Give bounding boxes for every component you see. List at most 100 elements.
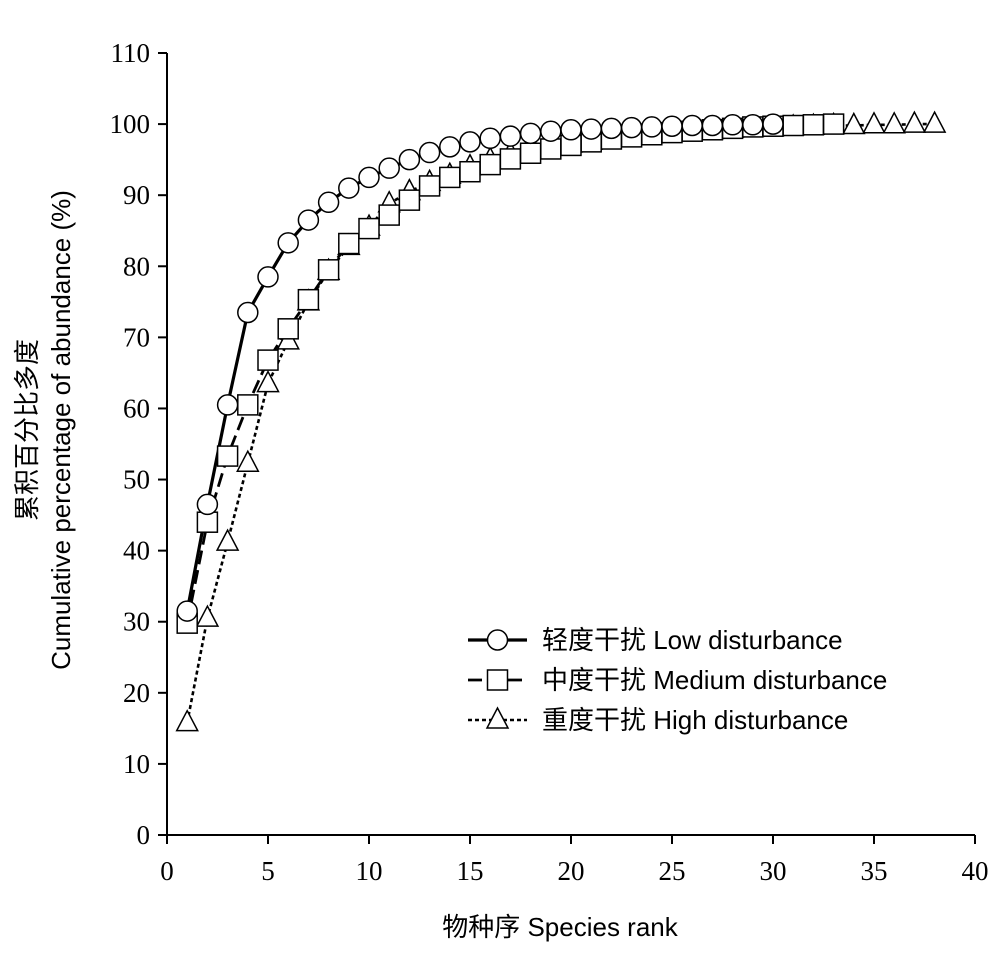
legend-label: 轻度干扰 Low disturbance: [542, 625, 843, 655]
x-tick-label: 0: [160, 856, 174, 886]
x-tick-label: 30: [760, 856, 787, 886]
data-point-low: [297, 209, 320, 231]
data-point-low: [600, 117, 623, 140]
legend-label: 重度干扰 High disturbance: [542, 705, 848, 735]
y-tick-label: 20: [123, 678, 150, 708]
data-point-low: [196, 493, 219, 516]
y-tick-label: 80: [123, 251, 150, 281]
data-point-low: [418, 141, 441, 164]
x-tick-label: 35: [861, 856, 888, 886]
markers-low: [176, 113, 784, 622]
data-point-high: [256, 369, 280, 393]
data-point-high: [195, 604, 220, 627]
y-tick-label: 70: [123, 322, 150, 352]
legend-marker-circle: [486, 629, 509, 651]
markers-medium: [176, 113, 845, 634]
data-point-low: [216, 394, 239, 416]
data-point-low: [317, 191, 340, 214]
y-tick-label: 30: [123, 607, 150, 637]
data-point-high: [862, 111, 886, 134]
x-tick-label: 20: [558, 856, 585, 886]
data-point-medium: [540, 138, 562, 160]
data-point-low: [620, 116, 643, 139]
data-point-low: [762, 113, 784, 135]
x-tick-label: 10: [356, 856, 383, 886]
data-point-medium: [196, 511, 219, 533]
x-tick-label: 40: [962, 856, 989, 886]
data-point-low: [398, 148, 421, 171]
data-point-low: [176, 600, 198, 622]
data-point-low: [641, 116, 663, 138]
data-point-medium: [499, 148, 522, 170]
legend-label: 中度干扰 Medium disturbance: [542, 665, 887, 695]
data-point-medium: [459, 160, 481, 183]
data-point-low: [257, 266, 279, 288]
y-axis-title-cn: 累积百分比多度: [12, 339, 42, 521]
data-point-medium: [317, 259, 340, 281]
data-point-medium: [782, 114, 804, 137]
data-point-medium: [479, 153, 501, 176]
data-point-high: [175, 709, 199, 732]
y-tick-label: 10: [123, 749, 150, 779]
x-tick-label: 5: [261, 856, 275, 886]
y-tick-label: 40: [123, 536, 150, 566]
y-tick-label: 90: [123, 180, 150, 210]
data-point-high: [842, 111, 866, 135]
data-point-medium: [216, 445, 239, 467]
data-point-high: [236, 449, 260, 472]
data-point-low: [459, 131, 481, 153]
data-point-low: [237, 301, 259, 324]
data-point-medium: [519, 142, 542, 164]
data-point-low: [580, 118, 602, 140]
data-point-medium: [802, 114, 825, 136]
y-tick-label: 50: [123, 465, 150, 495]
x-tick-label: 25: [659, 856, 686, 886]
data-point-medium: [378, 204, 400, 226]
data-point-low: [378, 157, 400, 179]
data-point-low: [479, 127, 501, 150]
data-point-high: [922, 110, 947, 133]
data-point-high: [902, 110, 927, 133]
data-point-medium: [257, 349, 279, 371]
legend-item-low: 轻度干扰 Low disturbance: [468, 625, 843, 655]
data-point-low: [277, 232, 299, 254]
data-point-medium: [237, 394, 259, 416]
data-point-low: [742, 114, 764, 136]
data-point-low: [540, 120, 562, 142]
data-point-low: [701, 114, 724, 137]
data-point-medium: [297, 288, 320, 311]
data-point-low: [439, 136, 461, 158]
y-tick-label: 0: [137, 820, 151, 850]
data-point-medium: [338, 232, 360, 255]
data-point-high: [215, 528, 240, 551]
legend-marker-square: [486, 669, 509, 691]
data-point-low: [661, 115, 683, 137]
data-point-low: [681, 114, 703, 137]
data-point-low: [499, 125, 522, 147]
data-point-low: [519, 122, 542, 145]
data-point-medium: [358, 217, 380, 240]
data-point-low: [338, 177, 360, 199]
data-point-low: [358, 166, 380, 189]
y-tick-label: 100: [110, 109, 151, 139]
legend-marker-triangle: [485, 706, 510, 729]
legend-item-medium: 中度干扰 Medium disturbance: [468, 665, 887, 695]
y-tick-label: 110: [111, 38, 151, 68]
x-axis-title: 物种序 Species rank: [442, 912, 679, 942]
series-line-medium: [185, 122, 834, 624]
data-point-medium: [398, 189, 421, 211]
data-point-medium: [439, 166, 461, 189]
series-medium: [185, 122, 834, 624]
legend: 轻度干扰 Low disturbance 中度干扰 Medium disturba…: [468, 625, 887, 735]
x-tick-label: 15: [457, 856, 484, 886]
data-point-medium: [418, 175, 441, 197]
y-tick-label: 60: [123, 393, 150, 423]
axes: 0 10 20 30 40 50 60 70 80 90 100 110 0 5 10 15 20 25 30 35 4…: [110, 38, 989, 886]
series-layer: [175, 110, 947, 732]
data-point-high: [882, 111, 906, 134]
y-axis-title-en: Cumulative percentage of abundance (%): [46, 190, 76, 670]
data-point-low: [560, 119, 582, 141]
data-point-medium: [822, 113, 845, 135]
data-point-medium: [277, 318, 299, 340]
